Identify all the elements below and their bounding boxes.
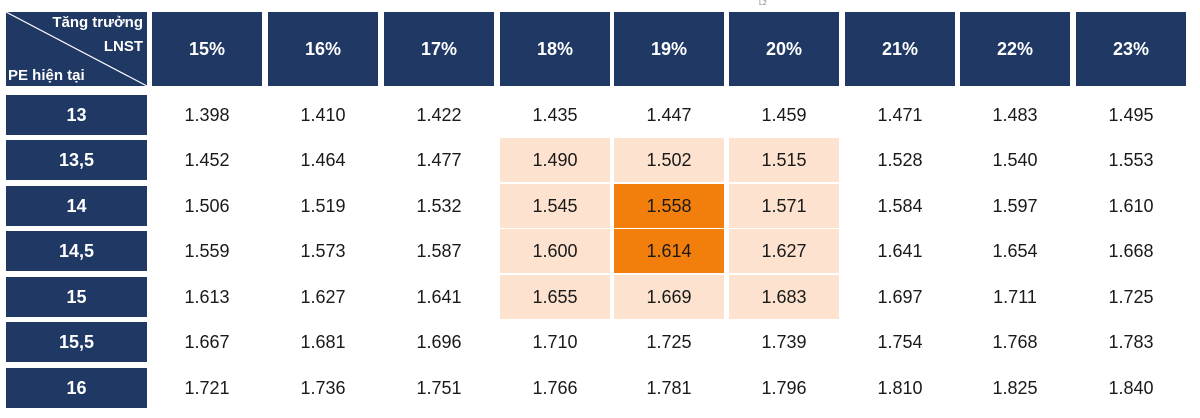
diagonal-divider (6, 12, 147, 86)
column-header: 19% (614, 12, 724, 86)
value-cell: 1.754 (877, 331, 923, 352)
value-cell: 1.736 (300, 377, 346, 398)
row-header: 15 (6, 277, 147, 317)
row-header: 13,5 (6, 140, 147, 180)
value-cell-highlight-strong: 1.614 (614, 229, 724, 273)
value-cell: 1.540 (992, 149, 1038, 170)
value-cell: 1.597 (992, 195, 1038, 216)
row-header: 15,5 (6, 322, 147, 362)
value-cell-highlight: 1.683 (729, 275, 839, 319)
row-header: 16 (6, 368, 147, 408)
value-cell: 1.573 (300, 240, 346, 261)
column-header: 21% (845, 12, 955, 86)
value-cell: 1.410 (300, 104, 346, 125)
value-cell: 1.783 (1108, 331, 1154, 352)
column-header: 22% (960, 12, 1070, 86)
column-header: 18% (500, 12, 610, 86)
value-cell: 1.627 (300, 286, 346, 307)
value-cell: 1.528 (877, 149, 923, 170)
value-cell-highlight: 1.502 (614, 138, 724, 182)
value-cell: 1.464 (300, 149, 346, 170)
value-cell: 1.710 (532, 331, 578, 352)
value-cell: 1.796 (761, 377, 807, 398)
value-cell: 1.519 (300, 195, 346, 216)
column-header: 23% (1076, 12, 1186, 86)
value-cell: 1.584 (877, 195, 923, 216)
value-cell: 1.751 (416, 377, 462, 398)
row-header: 14,5 (6, 231, 147, 271)
value-cell: 1.825 (992, 377, 1038, 398)
column-header: 16% (268, 12, 378, 86)
value-cell: 1.506 (184, 195, 230, 216)
corner-header: Tăng trưởng LNST PE hiện tại (6, 12, 147, 86)
column-header: 15% (152, 12, 262, 86)
value-cell-highlight: 1.669 (614, 275, 724, 319)
value-cell: 1.553 (1108, 149, 1154, 170)
row-header: 14 (6, 186, 147, 226)
value-cell: 1.495 (1108, 104, 1154, 125)
value-cell: 1.697 (877, 286, 923, 307)
value-cell: 1.681 (300, 331, 346, 352)
value-cell: 1.398 (184, 104, 230, 125)
value-cell: 1.422 (416, 104, 462, 125)
value-cell: 1.483 (992, 104, 1038, 125)
value-cell-highlight: 1.545 (500, 184, 610, 228)
value-cell-highlight: 1.515 (729, 138, 839, 182)
value-cell: 1.447 (646, 104, 692, 125)
value-cell: 1.654 (992, 240, 1038, 261)
value-cell: 1.613 (184, 286, 230, 307)
value-cell: 1.739 (761, 331, 807, 352)
corner-bottom-label: PE hiện tại (8, 67, 85, 84)
value-cell: 1.459 (761, 104, 807, 125)
corner-middle-label: LNST (103, 38, 143, 55)
column-header: 17% (384, 12, 494, 86)
value-cell-highlight: 1.490 (500, 138, 610, 182)
value-cell: 1.711 (993, 286, 1037, 307)
value-cell: 1.610 (1108, 195, 1154, 216)
value-cell-highlight: 1.571 (729, 184, 839, 228)
value-cell: 1.721 (184, 377, 230, 398)
value-cell: 1.641 (877, 240, 923, 261)
value-cell: 1.668 (1108, 240, 1154, 261)
value-cell: 1.641 (416, 286, 462, 307)
value-cell-highlight-strong: 1.558 (614, 184, 724, 228)
column-header: 20% (729, 12, 839, 86)
value-cell: 1.768 (992, 331, 1038, 352)
value-cell-highlight: 1.600 (500, 229, 610, 273)
value-cell: 1.781 (646, 377, 692, 398)
corner-top-label: Tăng trưởng (52, 14, 143, 31)
value-cell: 1.559 (184, 240, 230, 261)
value-cell: 1.477 (416, 149, 462, 170)
stray-mark: L2 (759, 0, 767, 7)
value-cell: 1.532 (416, 195, 462, 216)
value-cell-highlight: 1.627 (729, 229, 839, 273)
value-cell: 1.840 (1108, 377, 1154, 398)
value-cell: 1.766 (532, 377, 578, 398)
value-cell: 1.725 (646, 331, 692, 352)
value-cell-highlight: 1.655 (500, 275, 610, 319)
value-cell: 1.696 (416, 331, 462, 352)
value-cell: 1.810 (877, 377, 923, 398)
value-cell: 1.725 (1108, 286, 1154, 307)
value-cell: 1.667 (184, 331, 230, 352)
value-cell: 1.435 (532, 104, 578, 125)
value-cell: 1.452 (184, 149, 230, 170)
value-cell: 1.471 (877, 104, 923, 125)
value-cell: 1.587 (416, 240, 462, 261)
row-header: 13 (6, 95, 147, 135)
